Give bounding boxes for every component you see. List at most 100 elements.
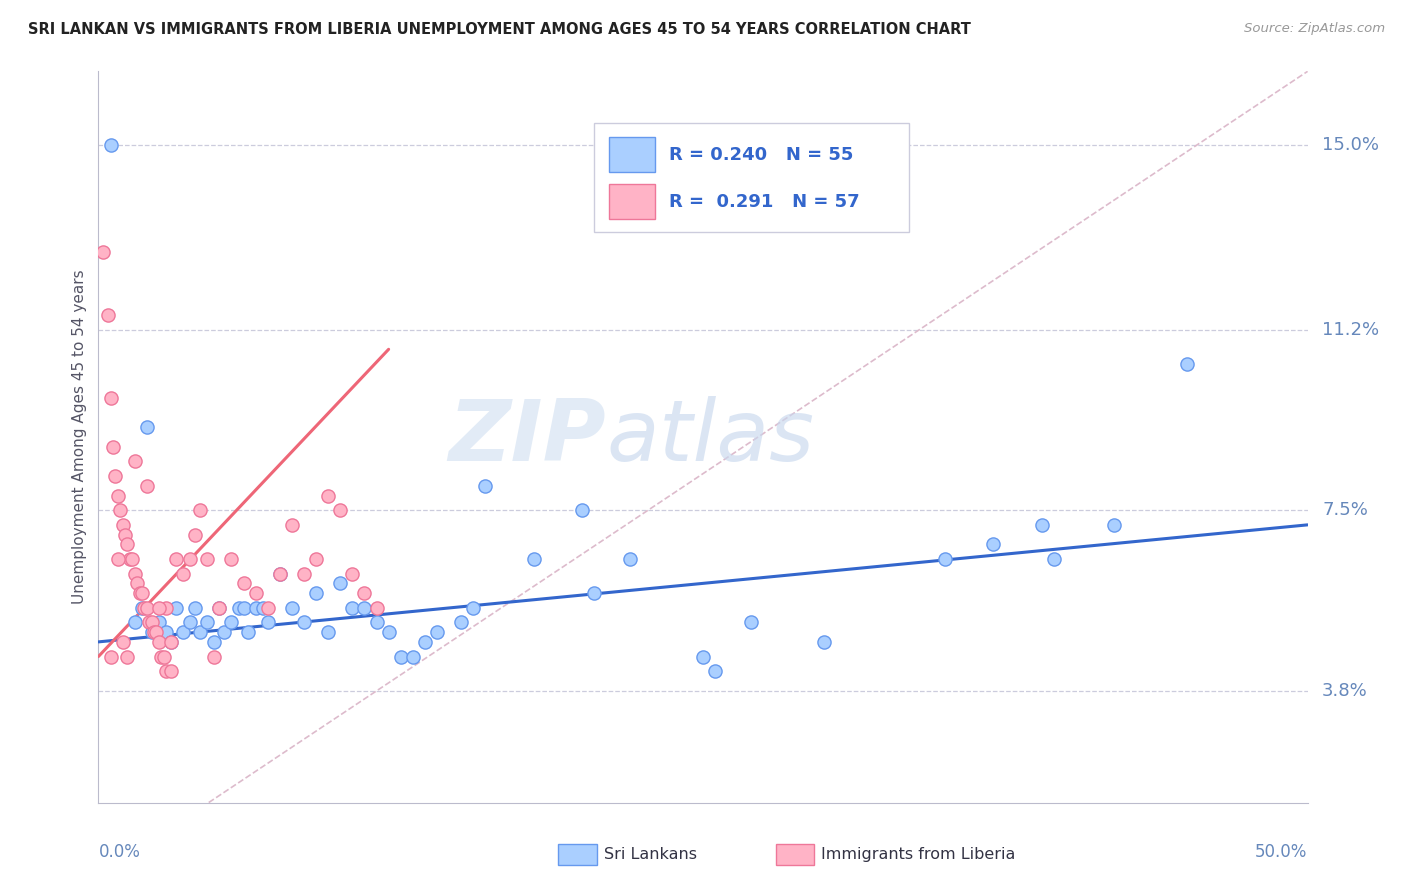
Point (121, 552, 143, 566)
Point (155, 664, 177, 678)
Point (353, 586, 375, 600)
Point (1175, 357, 1198, 371)
Text: Source: ZipAtlas.com: Source: ZipAtlas.com (1244, 22, 1385, 36)
Point (523, 552, 546, 566)
Point (135, 479, 157, 493)
Point (221, 552, 243, 566)
Point (111, 635, 134, 649)
Point (152, 649, 174, 664)
Point (212, 625, 235, 640)
Point (583, 586, 606, 600)
Point (148, 615, 170, 630)
Point (366, 615, 388, 630)
Point (619, 552, 641, 566)
Point (124, 615, 146, 630)
Point (143, 625, 166, 640)
Point (179, 615, 201, 630)
Point (208, 600, 231, 615)
Text: 15.0%: 15.0% (1322, 136, 1379, 153)
Point (704, 664, 727, 678)
Text: Sri Lankans: Sri Lankans (603, 847, 697, 863)
Point (204, 635, 226, 649)
Point (366, 600, 388, 615)
Text: ZIP: ZIP (449, 395, 606, 479)
Point (353, 600, 375, 615)
Point (245, 600, 267, 615)
Point (402, 649, 425, 664)
Point (150, 649, 173, 664)
Point (474, 479, 496, 493)
Point (141, 615, 163, 630)
Point (160, 664, 183, 678)
Point (155, 600, 177, 615)
Bar (558, 845, 596, 865)
Point (256, 600, 278, 615)
Point (138, 615, 160, 630)
Point (232, 600, 254, 615)
Point (208, 600, 231, 615)
Point (148, 635, 170, 649)
Point (114, 527, 136, 541)
Text: 50.0%: 50.0% (1256, 843, 1308, 861)
Point (292, 615, 315, 630)
Point (107, 489, 129, 503)
Point (100, 649, 122, 664)
Point (104, 469, 127, 483)
Point (571, 503, 593, 517)
Y-axis label: Unemployment Among Ages 45 to 54 years: Unemployment Among Ages 45 to 54 years (72, 269, 87, 605)
Text: 7.5%: 7.5% (1322, 501, 1368, 519)
Text: R =  0.291   N = 57: R = 0.291 N = 57 (669, 193, 859, 211)
Point (204, 649, 226, 664)
Point (269, 566, 291, 581)
Point (131, 586, 153, 600)
Point (172, 566, 194, 581)
Point (148, 600, 170, 615)
Point (160, 635, 183, 649)
Text: 11.2%: 11.2% (1322, 321, 1379, 339)
Text: R = 0.240   N = 55: R = 0.240 N = 55 (669, 145, 853, 164)
Point (813, 635, 835, 649)
Point (91, 244, 114, 259)
Point (128, 586, 150, 600)
Point (184, 527, 207, 541)
Point (195, 615, 218, 630)
Point (101, 440, 124, 454)
Point (450, 615, 472, 630)
Text: 3.8%: 3.8% (1322, 681, 1368, 699)
Point (124, 566, 146, 581)
Point (389, 649, 412, 664)
Point (281, 517, 304, 532)
Point (463, 600, 485, 615)
Point (195, 552, 218, 566)
Point (281, 600, 304, 615)
Text: SRI LANKAN VS IMMIGRANTS FROM LIBERIA UNEMPLOYMENT AMONG AGES 45 TO 54 YEARS COR: SRI LANKAN VS IMMIGRANTS FROM LIBERIA UN… (28, 22, 972, 37)
Point (305, 552, 328, 566)
Point (188, 625, 211, 640)
Point (117, 649, 139, 664)
Point (377, 625, 399, 640)
Point (160, 635, 183, 649)
Point (118, 552, 141, 566)
Point (256, 615, 278, 630)
Point (426, 625, 449, 640)
Point (155, 625, 177, 640)
Point (135, 420, 157, 434)
Bar (609, 184, 655, 219)
Text: Immigrants from Liberia: Immigrants from Liberia (821, 847, 1017, 863)
Point (141, 625, 163, 640)
Point (228, 600, 250, 615)
Bar (609, 137, 655, 172)
Text: 0.0%: 0.0% (98, 843, 141, 861)
Point (107, 552, 129, 566)
Point (108, 503, 131, 517)
Point (269, 566, 291, 581)
Point (165, 552, 187, 566)
Point (111, 517, 134, 532)
Point (135, 600, 157, 615)
Point (1102, 517, 1125, 532)
Point (221, 615, 243, 630)
FancyBboxPatch shape (595, 122, 908, 232)
Point (232, 576, 254, 591)
Point (740, 615, 762, 630)
Point (692, 649, 714, 664)
